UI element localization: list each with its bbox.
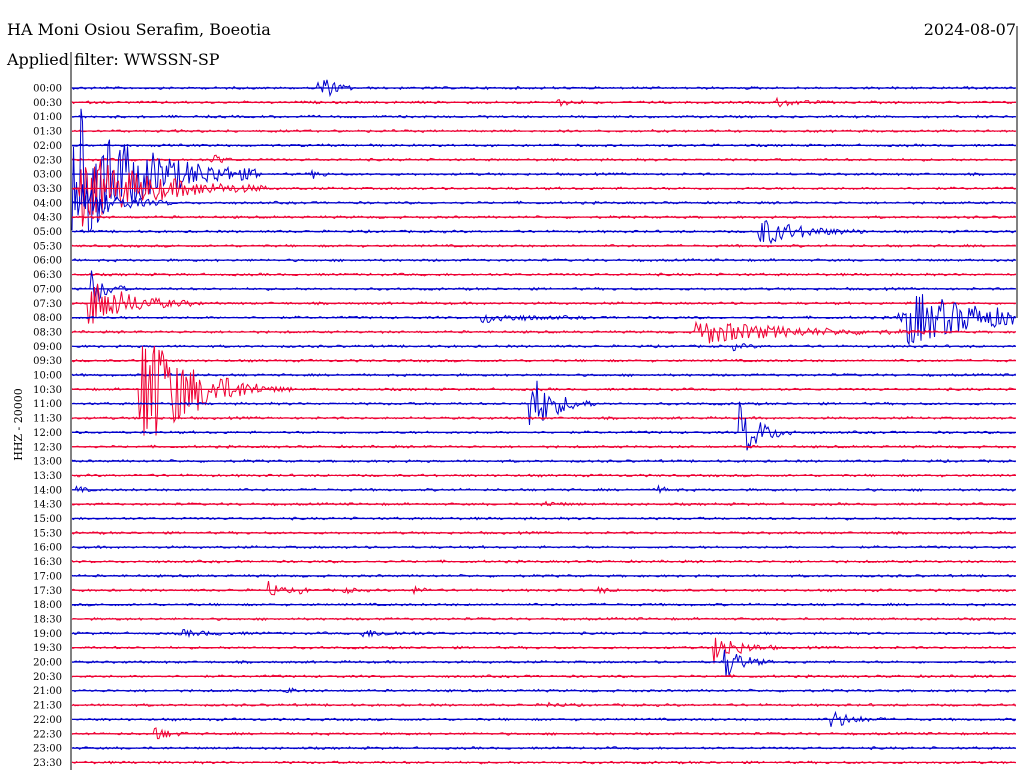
row-time-label: 16:00 (33, 543, 62, 554)
row-time-label: 15:30 (33, 528, 62, 539)
trace-line-0300 (71, 108, 1016, 233)
row-time-label: 04:00 (33, 198, 62, 209)
trace-line-0900 (71, 343, 1016, 352)
row-time-label: 02:00 (33, 141, 62, 152)
row-time-label: 12:00 (33, 428, 62, 439)
row-time-label: 03:30 (33, 184, 62, 195)
row-time-label: 08:00 (33, 313, 62, 324)
row-time-label: 01:30 (33, 127, 62, 138)
row-time-label: 11:00 (33, 399, 62, 410)
row-time-label: 08:30 (33, 327, 62, 338)
row-time-label: 05:00 (33, 227, 62, 238)
row-time-label: 03:00 (33, 170, 62, 181)
row-time-label: 17:00 (33, 571, 62, 582)
date-label: 2024-08-07 (923, 20, 1016, 39)
row-time-label: 15:00 (33, 514, 62, 525)
row-time-label: 10:00 (33, 371, 62, 382)
filter-label: Applied filter: WWSSN-SP (7, 50, 220, 69)
row-time-label: 21:00 (33, 686, 62, 697)
row-time-label: 13:00 (33, 457, 62, 468)
row-time-label: 18:00 (33, 600, 62, 611)
row-time-label: 21:30 (33, 701, 62, 712)
row-time-label: 18:30 (33, 614, 62, 625)
trace-line-0230 (71, 154, 1016, 164)
trace-line-1730 (71, 581, 1016, 596)
station-title: HA Moni Osiou Serafim, Boeotia (7, 20, 271, 39)
row-time-label: 23:30 (33, 758, 62, 769)
row-time-label: 00:30 (33, 98, 62, 109)
trace-line-1030 (71, 345, 1016, 436)
row-time-label: 02:30 (33, 155, 62, 166)
row-time-label: 10:30 (33, 385, 62, 396)
trace-line-0700 (71, 270, 1016, 304)
row-time-label: 14:30 (33, 500, 62, 511)
row-time-label: 07:30 (33, 299, 62, 310)
row-time-label: 00:00 (33, 84, 62, 95)
row-time-label: 19:30 (33, 643, 62, 654)
row-time-label: 16:30 (33, 557, 62, 568)
row-time-label: 12:30 (33, 442, 62, 453)
row-time-label: 17:30 (33, 586, 62, 597)
row-time-label: 20:30 (33, 672, 62, 683)
row-time-label: 09:00 (33, 342, 62, 353)
row-time-label: 09:30 (33, 356, 62, 367)
row-time-label: 07:00 (33, 284, 62, 295)
row-time-label: 11:30 (33, 414, 62, 425)
trace-line-0800 (71, 294, 1016, 347)
row-time-label: 20:00 (33, 658, 62, 669)
row-time-label: 06:30 (33, 270, 62, 281)
trace-line-1930 (71, 637, 1016, 664)
row-time-label: 05:30 (33, 241, 62, 252)
row-time-label: 22:30 (33, 729, 62, 740)
row-time-label: 23:00 (33, 744, 62, 755)
row-time-label: 01:00 (33, 112, 62, 123)
trace-line-0830 (71, 320, 1016, 344)
row-time-label: 06:00 (33, 256, 62, 267)
row-time-label: 19:00 (33, 629, 62, 640)
row-time-label: 22:00 (33, 715, 62, 726)
trace-line-2000 (72, 649, 1016, 677)
row-time-label: 14:00 (33, 485, 62, 496)
row-time-label: 13:30 (33, 471, 62, 482)
row-time-label: 04:30 (33, 213, 62, 224)
